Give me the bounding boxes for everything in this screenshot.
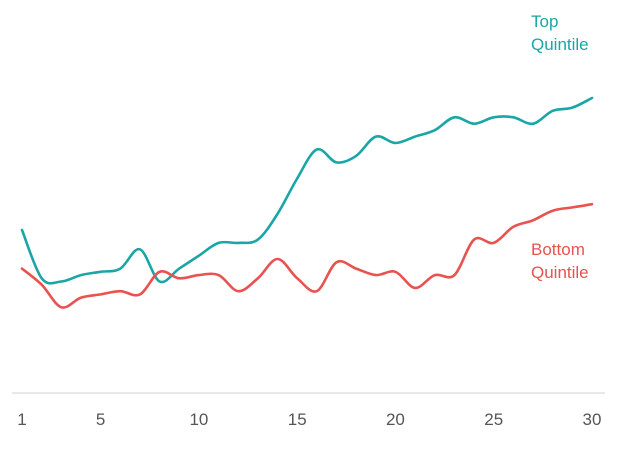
x-tick-label-5: 5 xyxy=(96,410,105,429)
x-tick-label-1: 1 xyxy=(17,410,26,429)
top-quintile-label-line-1: Top xyxy=(531,12,558,31)
top-quintile-line xyxy=(20,96,594,285)
x-tick-label-20: 20 xyxy=(386,410,405,429)
x-tick-label-25: 25 xyxy=(484,410,503,429)
bottom-quintile-line xyxy=(20,202,594,309)
x-tick-labels: 1 5 10 15 20 25 30 xyxy=(17,410,601,429)
x-tick-label-15: 15 xyxy=(288,410,307,429)
top-quintile-label: Top Quintile xyxy=(531,12,589,54)
bottom-quintile-label-line-2: Quintile xyxy=(531,263,589,282)
top-quintile-label-line-2: Quintile xyxy=(531,35,589,54)
x-tick-label-30: 30 xyxy=(583,410,602,429)
bottom-quintile-label-line-1: Bottom xyxy=(531,240,585,259)
bottom-quintile-label: Bottom Quintile xyxy=(531,240,589,282)
x-tick-label-10: 10 xyxy=(189,410,208,429)
series-group xyxy=(20,96,594,309)
